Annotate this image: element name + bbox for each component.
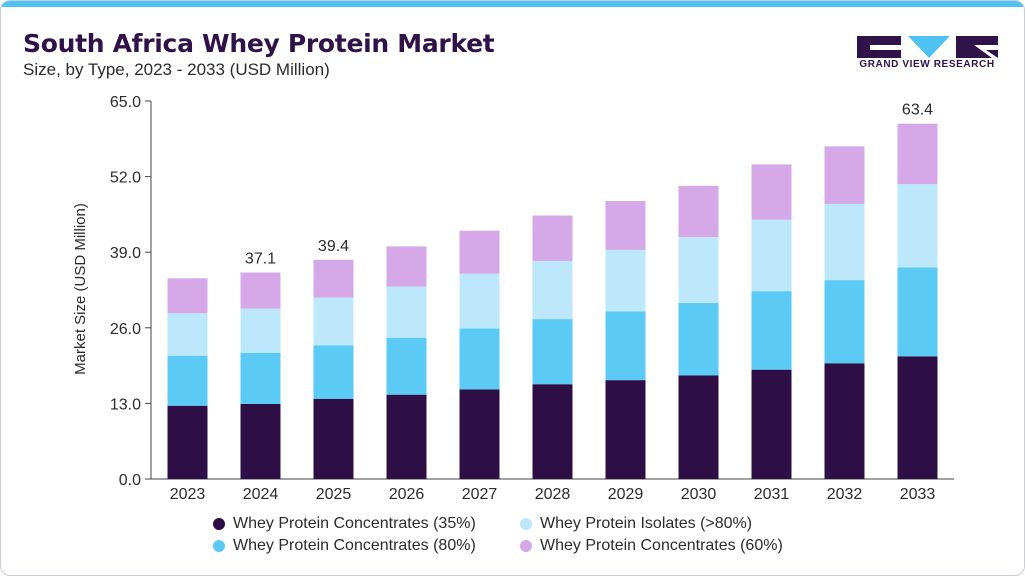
bar-segment-2027-s1 xyxy=(459,389,500,479)
legend-swatch xyxy=(520,518,532,530)
bar-segment-2030-s4 xyxy=(678,185,719,238)
bar-segment-2027-s2 xyxy=(459,328,500,390)
bar-segment-2025-s1 xyxy=(313,398,354,479)
chart-title: South Africa Whey Protein Market xyxy=(23,29,495,58)
y-tick-label: 39.0 xyxy=(110,245,141,262)
y-tick-label: 26.0 xyxy=(110,321,141,338)
bar-segment-2024-s4 xyxy=(240,272,281,309)
bar-segment-2023-s1 xyxy=(167,405,208,479)
y-tick-label: 52.0 xyxy=(110,170,141,187)
bar-segment-2028-s2 xyxy=(532,319,573,385)
legend-swatch xyxy=(213,518,225,530)
bar-segment-2025-s4 xyxy=(313,259,354,298)
bar-segment-2032-s3 xyxy=(824,203,865,281)
bar-segment-2023-s4 xyxy=(167,278,208,314)
legend-swatch xyxy=(213,540,225,552)
legend-swatch xyxy=(520,540,532,552)
logo-block-v xyxy=(908,36,950,58)
bar-segment-2033-s2 xyxy=(897,267,938,357)
bar-segment-2032-s1 xyxy=(824,363,865,479)
bar-segment-2029-s2 xyxy=(605,311,646,381)
bar-segment-2032-s4 xyxy=(824,146,865,204)
bar-segment-2029-s4 xyxy=(605,201,646,250)
bar-segment-2029-s1 xyxy=(605,380,646,479)
bar-segment-2023-s3 xyxy=(167,313,208,356)
bar-segment-2027-s4 xyxy=(459,230,500,274)
y-axis-title: Market Size (USD Million) xyxy=(72,203,89,375)
x-tick-label: 2028 xyxy=(535,486,571,503)
x-tick-label: 2027 xyxy=(462,486,498,503)
bar-segment-2026-s1 xyxy=(386,394,427,479)
legend-item: Whey Protein Concentrates (60%) xyxy=(520,537,783,555)
bar-segment-2033-s4 xyxy=(897,123,938,185)
bar-segment-2025-s2 xyxy=(313,345,354,399)
bar-segment-2030-s2 xyxy=(678,302,719,376)
y-tick-label: 0.0 xyxy=(119,472,141,489)
total-data-label: 63.4 xyxy=(902,102,933,119)
x-tick-label: 2029 xyxy=(608,486,644,503)
legend-item: Whey Protein Isolates (>80%) xyxy=(520,515,752,533)
bar-segment-2024-s1 xyxy=(240,403,281,479)
legend-label: Whey Protein Concentrates (35%) xyxy=(233,515,476,532)
bar-segment-2027-s3 xyxy=(459,273,500,329)
gvr-logo-icon xyxy=(857,36,998,58)
legend-label: Whey Protein Isolates (>80%) xyxy=(540,515,753,532)
x-tick-label: 2025 xyxy=(316,486,352,503)
bar-segment-2030-s3 xyxy=(678,237,719,303)
bar-segment-2031-s2 xyxy=(751,291,792,370)
legend-item: Whey Protein Concentrates (80%) xyxy=(213,537,476,555)
chart-labels: 2023 2024 37.1 2025 39.4 2026 2027 2028 2029 2030… xyxy=(170,102,936,503)
chart-bars xyxy=(167,123,938,479)
bar-segment-2032-s2 xyxy=(824,280,865,364)
bar-segment-2031-s1 xyxy=(751,369,792,479)
bar-segment-2023-s2 xyxy=(167,355,208,406)
total-data-label: 37.1 xyxy=(245,251,276,268)
top-accent-bar xyxy=(1,1,1024,7)
x-tick-label: 2031 xyxy=(754,486,790,503)
x-tick-label: 2033 xyxy=(900,486,936,503)
bar-segment-2026-s2 xyxy=(386,337,427,395)
y-tick-label: 13.0 xyxy=(110,396,141,413)
y-tick-label: 65.0 xyxy=(110,94,141,111)
bar-segment-2028-s4 xyxy=(532,215,573,261)
bar-segment-2033-s1 xyxy=(897,356,938,479)
bar-segment-2033-s3 xyxy=(897,184,938,268)
x-tick-label: 2026 xyxy=(389,486,425,503)
bar-segment-2028-s1 xyxy=(532,384,573,479)
chart-subtitle: Size, by Type, 2023 - 2033 (USD Million) xyxy=(23,60,330,79)
bar-segment-2024-s2 xyxy=(240,352,281,404)
bar-segment-2031-s4 xyxy=(751,164,792,220)
legend-item: Whey Protein Concentrates (35%) xyxy=(213,515,476,533)
x-tick-label: 2023 xyxy=(170,486,206,503)
bar-segment-2031-s3 xyxy=(751,219,792,292)
bar-segment-2024-s3 xyxy=(240,308,281,353)
x-tick-label: 2032 xyxy=(827,486,863,503)
bar-segment-2028-s3 xyxy=(532,260,573,320)
bar-segment-2026-s4 xyxy=(386,246,427,287)
x-tick-label: 2024 xyxy=(243,486,279,503)
bar-segment-2025-s3 xyxy=(313,297,354,346)
x-tick-label: 2030 xyxy=(681,486,717,503)
bar-segment-2029-s3 xyxy=(605,249,646,312)
legend-label: Whey Protein Concentrates (80%) xyxy=(233,537,476,554)
bar-segment-2030-s1 xyxy=(678,375,719,479)
total-data-label: 39.4 xyxy=(318,238,349,255)
bar-segment-2026-s3 xyxy=(386,286,427,338)
legend-label: Whey Protein Concentrates (60%) xyxy=(540,537,783,554)
logo-text: GRAND VIEW RESEARCH xyxy=(859,59,995,70)
